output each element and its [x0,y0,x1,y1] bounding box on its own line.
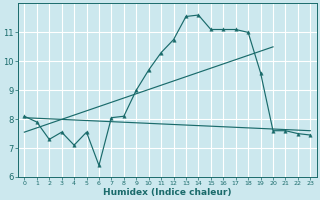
X-axis label: Humidex (Indice chaleur): Humidex (Indice chaleur) [103,188,232,197]
